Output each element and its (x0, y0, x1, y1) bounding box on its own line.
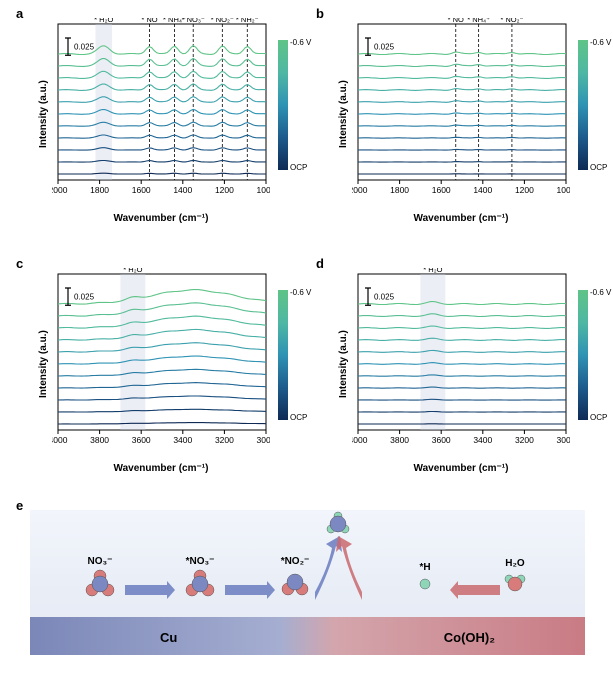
svg-text:1800: 1800 (390, 185, 409, 195)
svg-text:* NO₂⁻: * NO₂⁻ (500, 18, 523, 24)
svg-text:4000: 4000 (352, 435, 368, 445)
panel-a-label: a (16, 6, 23, 21)
chart-c-ylabel: Intensity (a.u.) (38, 330, 49, 398)
colorbar-b-bot: OCP (590, 163, 607, 172)
svg-text:2000: 2000 (52, 185, 68, 195)
svg-text:* NO: * NO (141, 18, 157, 24)
svg-text:1200: 1200 (215, 185, 234, 195)
colorbar-a: -0.6 V OCP (278, 40, 288, 170)
svg-text:3000: 3000 (257, 435, 270, 445)
chart-a-ylabel: Intensity (a.u.) (38, 80, 49, 148)
svg-text:*H: *H (419, 562, 430, 573)
svg-text:NO₃⁻: NO₃⁻ (88, 556, 113, 567)
chart-d-ylabel: Intensity (a.u.) (338, 330, 349, 398)
svg-text:* H₂O: * H₂O (423, 268, 442, 274)
panel-e-label: e (16, 498, 23, 513)
panel-d-label: d (316, 256, 324, 271)
colorbar-d: -0.6 V OCP (578, 290, 588, 420)
svg-text:3600: 3600 (432, 435, 451, 445)
svg-text:1000: 1000 (557, 185, 570, 195)
svg-text:1000: 1000 (257, 185, 270, 195)
chart-a: * H₂O* NO* NH₄⁺* NO₃⁻* NO₂⁻* NH₂⁻2000180… (52, 18, 270, 198)
colorbar-d-bot: OCP (590, 413, 607, 422)
svg-text:0.025: 0.025 (374, 293, 395, 302)
chart-c-xlabel: Wavenumber (cm⁻¹) (52, 463, 270, 474)
colorbar-a-top: -0.6 V (290, 38, 311, 47)
chart-b-xlabel: Wavenumber (cm⁻¹) (352, 213, 570, 224)
svg-text:0.025: 0.025 (74, 43, 95, 52)
svg-text:*NO₃⁻: *NO₃⁻ (186, 556, 215, 567)
svg-text:4000: 4000 (52, 435, 68, 445)
svg-text:*NO₂⁻: *NO₂⁻ (281, 556, 310, 567)
svg-text:3800: 3800 (90, 435, 109, 445)
svg-text:1400: 1400 (473, 185, 492, 195)
svg-text:* NO₂⁻: * NO₂⁻ (211, 18, 234, 24)
chart-b-ylabel: Intensity (a.u.) (338, 80, 349, 148)
svg-text:H₂O: H₂O (505, 558, 525, 569)
svg-text:3200: 3200 (215, 435, 234, 445)
chart-a-xlabel: Wavenumber (cm⁻¹) (52, 213, 270, 224)
colorbar-c-bot: OCP (290, 413, 307, 422)
svg-text:1800: 1800 (90, 185, 109, 195)
svg-text:3400: 3400 (173, 435, 192, 445)
svg-text:* NO: * NO (448, 18, 464, 24)
chart-b: * NO* NH₄⁺ * NO₂⁻ 2000 1800 1600 1400 1200 1000… (352, 18, 570, 198)
svg-text:3200: 3200 (515, 435, 534, 445)
chart-d-xlabel: Wavenumber (cm⁻¹) (352, 463, 570, 474)
svg-text:1600: 1600 (132, 185, 151, 195)
svg-text:3400: 3400 (473, 435, 492, 445)
panel-e-schematic: Cu Co(OH)₂ NO₃⁻*NO₃⁻*NO₂⁻NH₃*HH₂O (30, 510, 585, 655)
colorbar-b-top: -0.6 V (590, 38, 611, 47)
svg-text:* NH₂⁻: * NH₂⁻ (236, 18, 259, 24)
svg-text:3800: 3800 (390, 435, 409, 445)
panel-b-label: b (316, 6, 324, 21)
svg-text:3000: 3000 (557, 435, 570, 445)
svg-text:* H₂O: * H₂O (123, 268, 142, 274)
colorbar-c-top: -0.6 V (290, 288, 311, 297)
svg-text:2000: 2000 (352, 185, 368, 195)
svg-text:1200: 1200 (515, 185, 534, 195)
colorbar-c: -0.6 V OCP (278, 290, 288, 420)
colorbar-b: -0.6 V OCP (578, 40, 588, 170)
colorbar-d-top: -0.6 V (590, 288, 611, 297)
colorbar-a-bot: OCP (290, 163, 307, 172)
chart-d: * H₂O4000380036003400320030000.025 Inten… (352, 268, 570, 448)
svg-text:3600: 3600 (132, 435, 151, 445)
svg-text:* NO₃⁻: * NO₃⁻ (182, 18, 205, 24)
svg-text:* H₂O: * H₂O (94, 18, 113, 24)
chart-c: * H₂O4000380036003400320030000.025 Inten… (52, 268, 270, 448)
svg-text:* NH₄⁺: * NH₄⁺ (467, 18, 490, 24)
svg-text:0.025: 0.025 (74, 293, 95, 302)
panel-c-label: c (16, 256, 23, 271)
svg-text:1400: 1400 (173, 185, 192, 195)
svg-text:0.025: 0.025 (374, 43, 395, 52)
svg-text:1600: 1600 (432, 185, 451, 195)
